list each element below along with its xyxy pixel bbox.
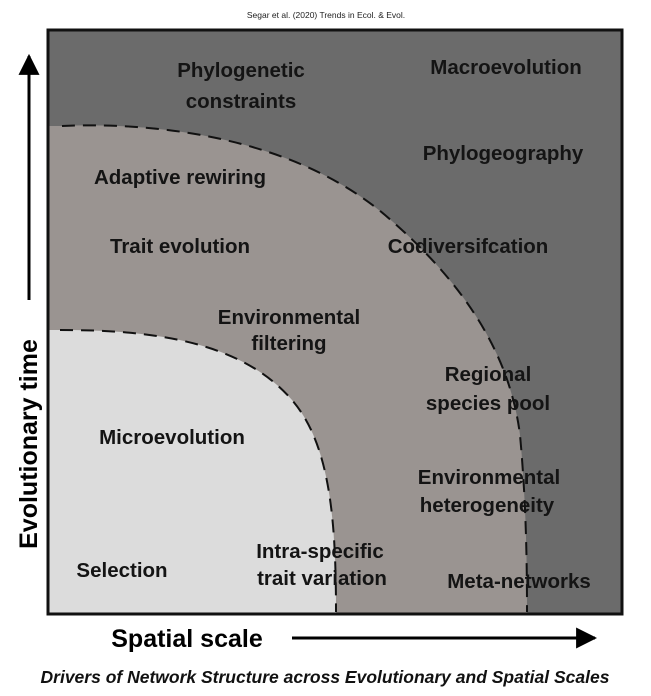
label-environmental-heterogeneity-line1: Environmental bbox=[418, 466, 560, 489]
label-codiversification: Codiversifcation bbox=[388, 235, 549, 258]
label-phylogenetic-constraints-line1: Phylogenetic bbox=[177, 59, 305, 82]
citation: Segar et al. (2020) Trends in Ecol. & Ev… bbox=[247, 10, 405, 20]
figure-caption: Drivers of Network Structure across Evol… bbox=[41, 667, 610, 687]
label-adaptive-rewiring: Adaptive rewiring bbox=[94, 166, 266, 189]
label-environmental-filtering-line1: Environmental bbox=[218, 306, 360, 329]
label-environmental-heterogeneity-line2: heterogeneity bbox=[420, 494, 555, 517]
inner-region bbox=[48, 330, 336, 614]
x-axis-label: Spatial scale bbox=[111, 625, 263, 653]
middle-boundary-dashed-line bbox=[61, 124, 528, 613]
label-intra-specific-trait-variation-line2: trait variation bbox=[257, 567, 387, 590]
label-intra-specific-trait-variation-line1: Intra-specific bbox=[256, 540, 384, 563]
label-regional-species-pool-line2: species pool bbox=[426, 392, 550, 415]
label-trait-evolution: Trait evolution bbox=[110, 235, 250, 258]
label-regional-species-pool-line1: Regional bbox=[445, 363, 532, 386]
label-phylogenetic-constraints-line2: constraints bbox=[186, 90, 297, 113]
label-environmental-filtering-line2: filtering bbox=[251, 332, 326, 355]
label-phylogeography: Phylogeography bbox=[423, 142, 584, 165]
inner-boundary-dashed-line bbox=[59, 329, 337, 613]
label-selection: Selection bbox=[76, 559, 167, 582]
y-axis-label: Evolutionary time bbox=[15, 339, 43, 549]
label-meta-networks: Meta-networks bbox=[447, 570, 591, 593]
label-macroevolution: Macroevolution bbox=[430, 56, 582, 79]
plot-frame bbox=[46, 28, 624, 616]
label-microevolution: Microevolution bbox=[99, 426, 245, 449]
